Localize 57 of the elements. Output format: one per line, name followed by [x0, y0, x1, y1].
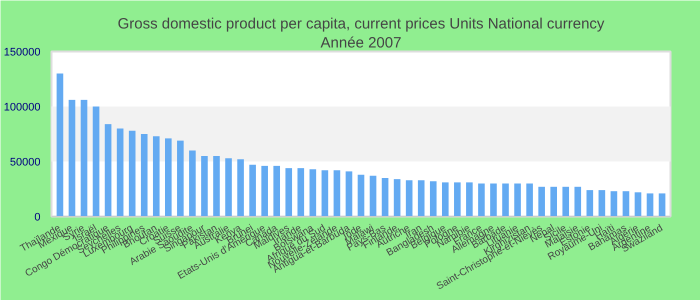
bar [514, 184, 521, 216]
bar [297, 168, 304, 216]
chart-title: Gross domestic product per capita, current prices Units National currency [118, 16, 605, 32]
bar [80, 100, 88, 216]
y-tick-label: 50000 [10, 156, 41, 168]
bar [562, 186, 570, 216]
bar [261, 166, 268, 216]
bar [634, 192, 642, 216]
y-tick-label: 0 [34, 212, 41, 224]
bar [466, 182, 473, 216]
bar [177, 140, 184, 216]
bar [201, 156, 208, 216]
bar [68, 100, 76, 216]
bar [658, 193, 666, 216]
bar [490, 184, 497, 216]
bar [140, 134, 148, 216]
bar [526, 184, 533, 216]
bar [273, 166, 280, 216]
bar [586, 190, 594, 216]
bar [430, 181, 437, 216]
bar [104, 124, 112, 216]
y-tick-label: 100000 [4, 102, 41, 114]
bar [92, 106, 100, 216]
bar [538, 186, 545, 216]
bar [394, 179, 400, 216]
bar [550, 186, 557, 216]
bar [598, 190, 606, 216]
bar [310, 169, 316, 216]
bar [646, 193, 654, 216]
bar [454, 182, 461, 216]
bar [358, 174, 364, 216]
bar [502, 184, 509, 216]
bar [322, 170, 328, 216]
bar [128, 130, 136, 216]
bar [406, 180, 412, 216]
bar [346, 171, 352, 216]
bar [116, 128, 124, 216]
chart-subtitle: Année 2007 [320, 34, 402, 52]
bar [213, 156, 220, 216]
bar [610, 191, 618, 216]
bar [418, 180, 425, 216]
bar [370, 176, 376, 216]
bar [382, 178, 388, 216]
bar [334, 170, 340, 216]
bar [189, 150, 196, 216]
bar [225, 158, 232, 216]
bar [622, 191, 630, 216]
bar [56, 74, 64, 216]
bar [237, 159, 244, 216]
bar [478, 184, 485, 216]
bar [249, 164, 256, 216]
y-tick-label: 150000 [4, 46, 41, 58]
bar [442, 182, 449, 216]
bar [165, 138, 172, 216]
bar [152, 136, 160, 216]
bar [574, 186, 582, 216]
bar [285, 168, 292, 216]
